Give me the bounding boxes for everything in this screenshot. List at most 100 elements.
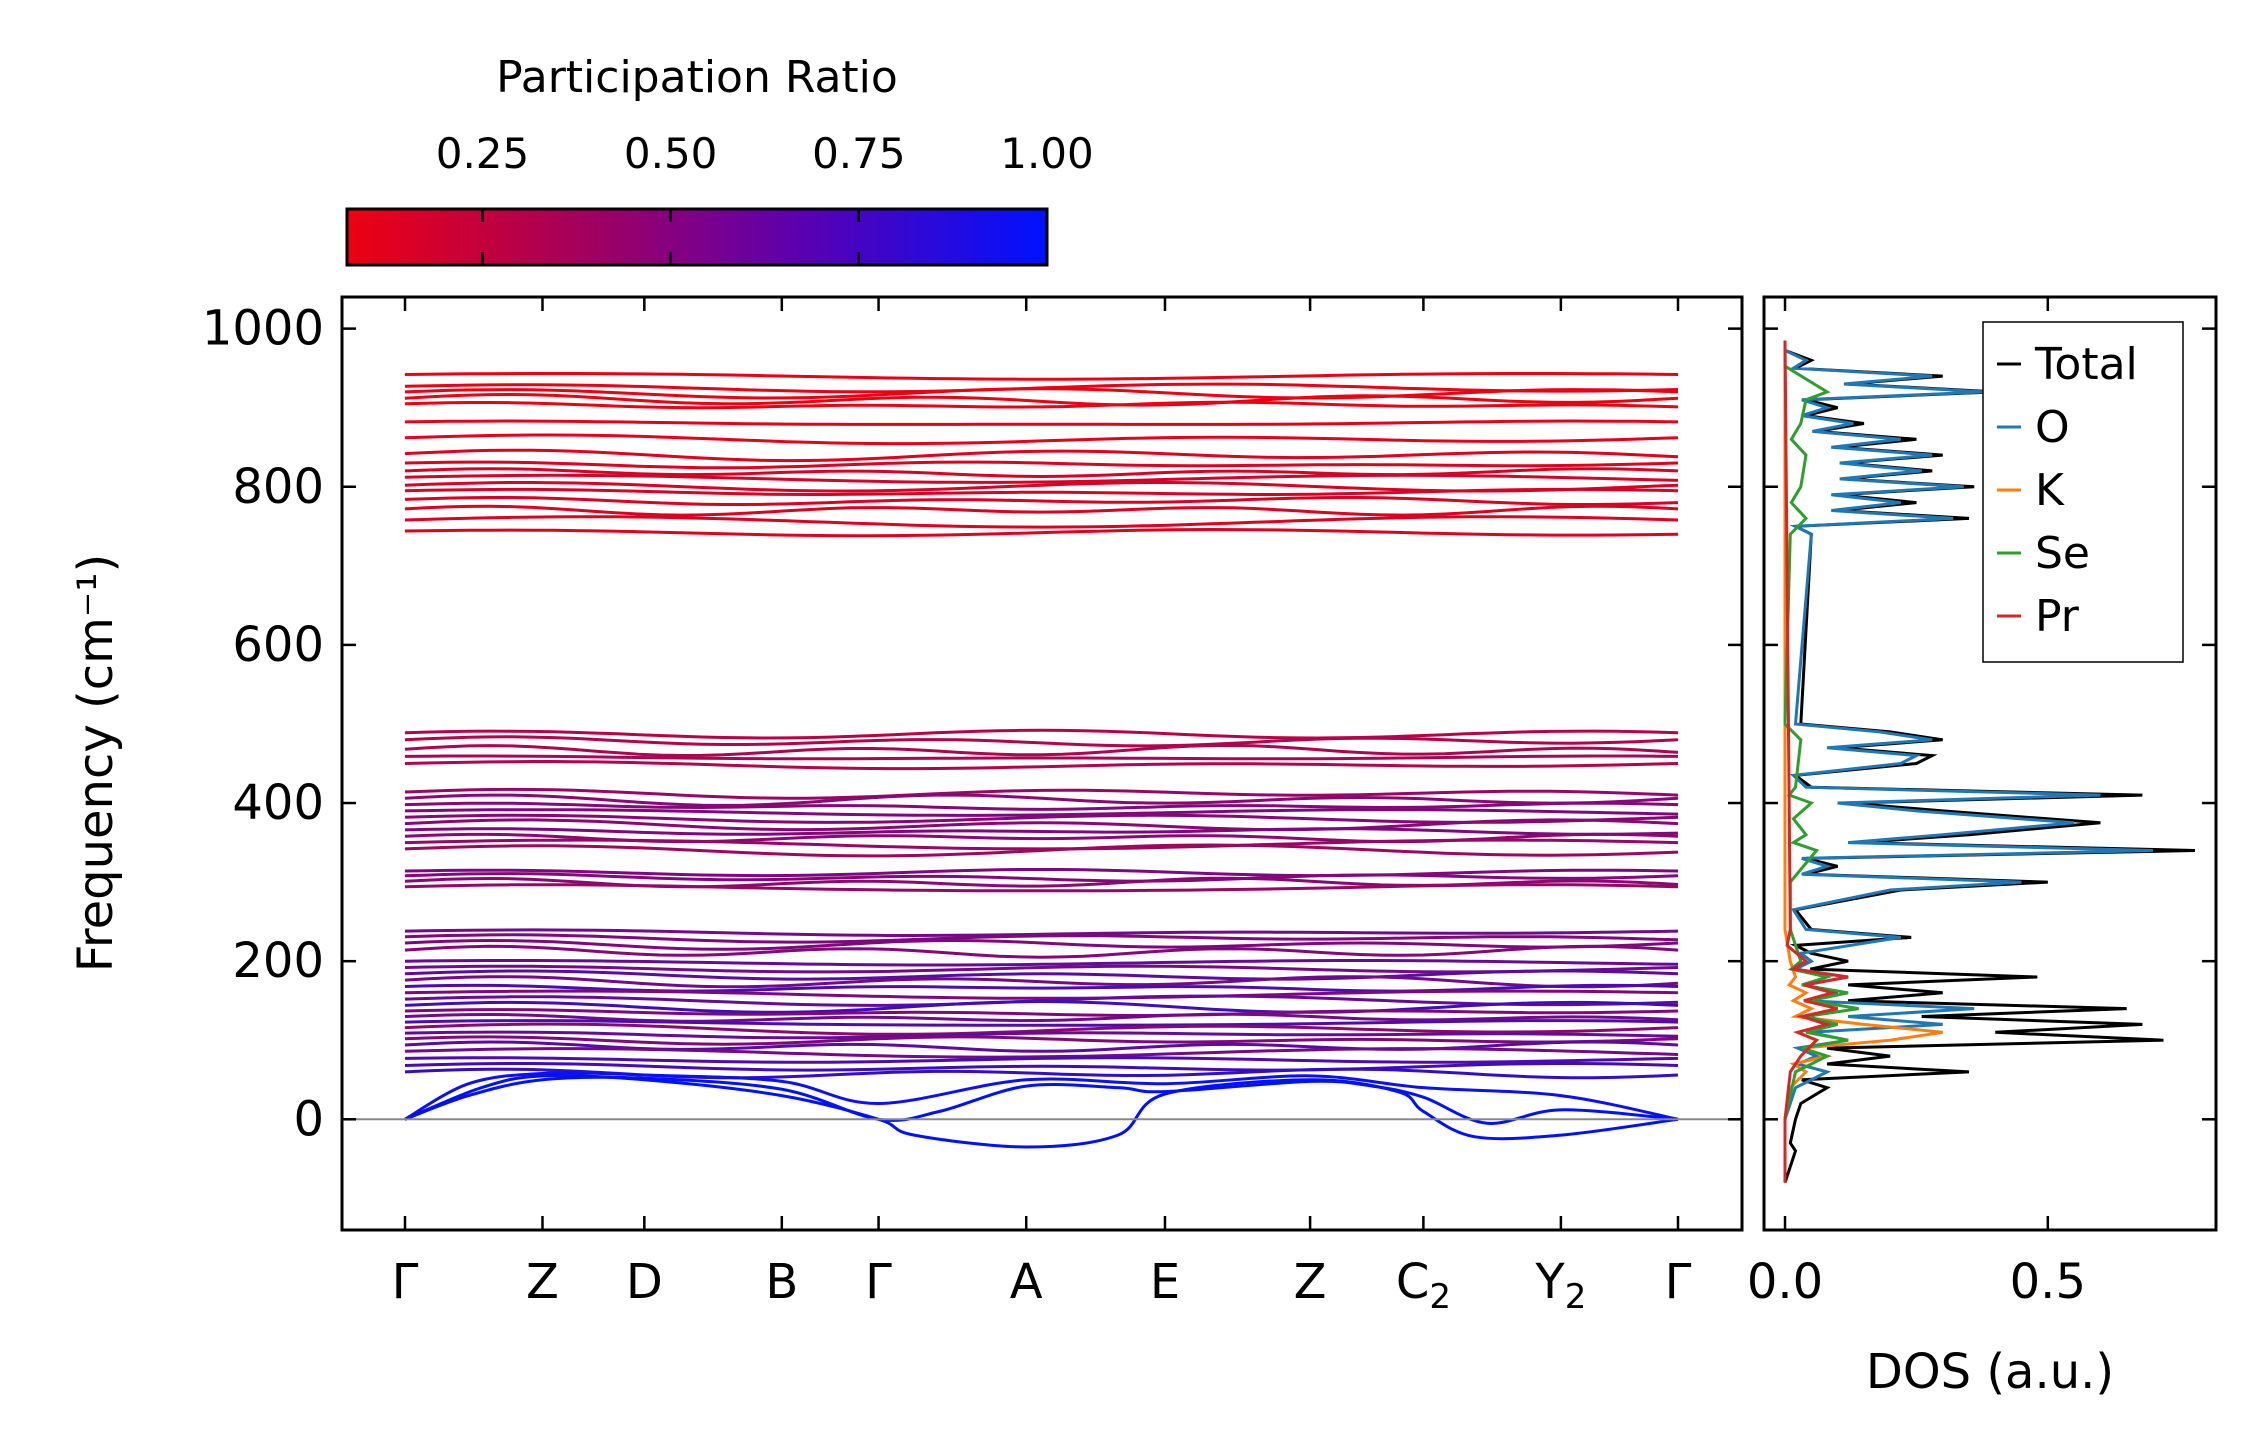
band-line: [404, 1035, 1679, 1046]
dos-x-tick-label: 0.5: [2010, 1254, 2086, 1310]
band-line: [404, 1062, 1679, 1072]
band-line: [404, 1056, 1679, 1064]
legend-box: [1982, 321, 2184, 663]
band-line: [404, 843, 1679, 858]
x-tick-label: C2: [1396, 1254, 1451, 1317]
band-line: [404, 801, 1679, 811]
x-tick-label: Γ: [1665, 1254, 1692, 1310]
band-line: [404, 1012, 1679, 1023]
legend-label: Pr: [2035, 591, 2080, 642]
x-tick-label: Z: [526, 1254, 559, 1310]
dos-series-k: [1783, 340, 1943, 1183]
band-line: [404, 883, 1679, 893]
x-tick-label: Γ: [392, 1254, 419, 1310]
x-tick-label: D: [626, 1254, 663, 1310]
band-line: [404, 372, 1679, 381]
band-line: [404, 818, 1679, 832]
x-tick-label: Y2: [1534, 1254, 1586, 1317]
dos-series-pr: [1783, 340, 1849, 1183]
band-line: [404, 728, 1679, 740]
legend-label: Se: [2035, 528, 2090, 579]
band-line: [404, 392, 1679, 407]
band-line: [404, 460, 1679, 470]
x-tick-label: Z: [1294, 1254, 1327, 1310]
colorbar-tick-label: 0.75: [812, 129, 906, 178]
band-line: [404, 868, 1679, 878]
band-line: [404, 504, 1679, 517]
colorbar-gradient: [345, 207, 1049, 267]
band-line: [404, 999, 1679, 1014]
band-line: [404, 467, 1679, 479]
dos-axes: 0.0 0.5: [1747, 297, 2216, 1310]
legend-label: K: [2035, 465, 2065, 516]
band-line: [404, 933, 1679, 944]
band-line: [404, 793, 1679, 807]
band-line: [404, 838, 1679, 851]
band-line: [404, 496, 1679, 506]
dos-x-tick-label: 0.0: [1747, 1254, 1823, 1310]
band-line: [404, 387, 1679, 400]
band-line: [404, 487, 1679, 496]
band-line: [404, 515, 1679, 529]
band-line: [404, 1022, 1679, 1036]
band-line: [404, 433, 1679, 446]
dos-series-se: [1783, 340, 1859, 1183]
main-frame: [340, 295, 1744, 1232]
colorbar-tick-label: 1.00: [1000, 129, 1094, 178]
y-axis-label: Frequency (cm⁻¹): [68, 554, 124, 972]
colorbar: Participation Ratio 0.25 0.50 0.75 1.00: [345, 52, 1094, 267]
colorbar-title: Participation Ratio: [496, 52, 898, 103]
band-line: [404, 419, 1679, 426]
band-line: [404, 983, 1679, 993]
legend-label: Total: [2034, 339, 2138, 390]
band-line: [404, 1008, 1679, 1017]
band-line: [404, 938, 1679, 951]
acoustic-band-line: [404, 1075, 1679, 1125]
band-line: [404, 787, 1679, 800]
band-line: [404, 959, 1679, 967]
y-tick-label: 200: [232, 933, 324, 989]
x-tick-label: B: [765, 1254, 798, 1310]
x-tick-label: Γ: [865, 1254, 892, 1310]
band-line: [404, 527, 1679, 538]
band-line: [404, 808, 1679, 817]
y-tick-label: 400: [232, 775, 324, 831]
band-lines: [342, 372, 1742, 1149]
x-tick-label: E: [1150, 1254, 1180, 1310]
x-tick-label: A: [1010, 1254, 1043, 1310]
band-line: [404, 473, 1679, 484]
colorbar-tick-label: 0.25: [436, 129, 530, 178]
y-tick-label: 1000: [202, 301, 324, 357]
band-line: [404, 827, 1679, 836]
dos-x-axis-label: DOS (a.u.): [1866, 1344, 2114, 1400]
band-line: [404, 872, 1679, 883]
y-tick-label: 600: [232, 617, 324, 673]
y-tick-label: 800: [232, 459, 324, 515]
band-line: [404, 989, 1679, 1000]
dos-frame: [1762, 295, 2218, 1232]
band-line: [404, 448, 1679, 463]
band-line: [404, 735, 1679, 748]
band-line: [404, 743, 1679, 758]
dos-lines: [1783, 340, 2196, 1184]
y-tick-label: 0: [293, 1091, 324, 1147]
band-line: [404, 400, 1679, 410]
dos-series-o: [1783, 340, 2153, 1183]
dos-legend: Total OK Se Pr: [1982, 321, 2184, 663]
band-line: [404, 1030, 1679, 1040]
band-line: [404, 1019, 1679, 1027]
band-line: [404, 975, 1679, 989]
dos-panel: 0.0 0.5 DOS (a.u.) Total OK Se Pr: [1747, 295, 2218, 1400]
band-line: [404, 944, 1679, 959]
band-structure-panel: 0 200 400 600 800 1000 Γ Z D B Γ A E Z C2 Y2 Γ Frequency…: [68, 295, 1744, 1317]
band-line: [404, 969, 1679, 981]
acoustic-band-line: [404, 1073, 1679, 1149]
band-line: [404, 760, 1679, 771]
acoustic-band-line: [404, 1071, 1679, 1121]
band-line: [404, 1047, 1679, 1059]
legend-label: O: [2035, 402, 2070, 453]
colorbar-tick-label: 0.50: [624, 129, 718, 178]
band-line: [404, 754, 1679, 761]
band-line: [404, 928, 1679, 937]
